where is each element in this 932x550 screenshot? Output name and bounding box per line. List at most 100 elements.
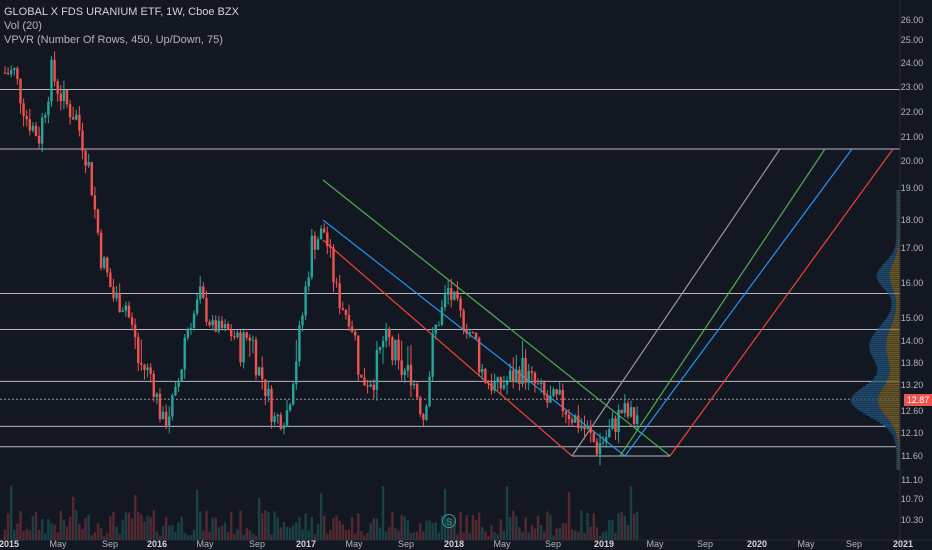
- profile-bar-up: [886, 260, 894, 262]
- profile-bar-down: [892, 424, 900, 426]
- profile-bar-up: [892, 434, 897, 436]
- symbol-title[interactable]: GLOBAL X FDS URANIUM ETF, 1W, Cboe BZX: [4, 6, 239, 18]
- profile-bar-down: [884, 384, 900, 386]
- profile-bar-up: [893, 436, 897, 438]
- volume-bar: [499, 519, 503, 540]
- candle-body: [307, 277, 310, 287]
- candle-body: [183, 337, 186, 370]
- profile-bar-down: [878, 404, 900, 406]
- volume-bar: [78, 523, 81, 540]
- profile-bar-up: [859, 410, 882, 412]
- fan-line-blue[interactable]: [624, 148, 853, 457]
- profile-bar-up: [895, 444, 899, 446]
- volume-bar: [155, 531, 159, 540]
- profile-bar-up: [879, 422, 891, 424]
- candle-body: [419, 397, 422, 415]
- candle-body: [68, 104, 72, 118]
- channel-line-blue[interactable]: [322, 219, 626, 457]
- candle-body: [75, 114, 78, 120]
- profile-bar-up: [896, 210, 899, 212]
- profile-bar-up: [895, 244, 898, 246]
- candle-body: [261, 367, 264, 380]
- fan-line-green[interactable]: [619, 148, 826, 457]
- channel-line-red[interactable]: [322, 239, 573, 457]
- candle-body: [577, 415, 580, 429]
- volume-bar: [459, 512, 462, 540]
- candle-body: [369, 384, 372, 387]
- profile-bar-down: [878, 396, 900, 398]
- candle-body: [50, 59, 53, 102]
- profile-bar-down: [889, 364, 900, 366]
- volume-bar: [124, 512, 128, 540]
- candle-body: [34, 125, 38, 136]
- candle-body: [471, 332, 475, 334]
- profile-bar-down: [886, 380, 900, 382]
- fan-line-gray[interactable]: [571, 148, 781, 457]
- candle-body: [508, 370, 512, 381]
- volume-bar: [456, 534, 459, 540]
- candle-body: [168, 416, 171, 427]
- profile-bar-up: [896, 200, 899, 202]
- candle-body: [273, 416, 276, 422]
- volume-bar: [611, 520, 614, 540]
- profile-bar-down: [898, 468, 900, 470]
- profile-bar-up: [891, 254, 897, 256]
- profile-bar-up: [876, 274, 890, 276]
- profile-bar-down: [895, 432, 900, 434]
- channel-line-green[interactable]: [322, 179, 671, 457]
- candle-body: [236, 332, 239, 338]
- volume-bar: [505, 486, 509, 540]
- vpvr-indicator-label[interactable]: VPVR (Number Of Rows, 450, Up/Down, 75): [4, 34, 223, 46]
- candle-body: [130, 317, 134, 325]
- profile-bar-down: [898, 206, 900, 208]
- volume-bar: [574, 530, 577, 540]
- profile-bar-up: [879, 268, 891, 270]
- profile-bar-down: [894, 258, 900, 260]
- candle-body: [96, 209, 100, 233]
- candle-body: [487, 382, 490, 384]
- profile-bar-up: [871, 380, 887, 382]
- candle-body: [254, 339, 258, 376]
- profile-bar-down: [880, 408, 900, 410]
- fan-line-red[interactable]: [669, 148, 894, 457]
- candle-body: [512, 370, 515, 382]
- profile-bar-down: [893, 318, 900, 320]
- candle-body: [403, 370, 406, 376]
- candle-body: [574, 415, 577, 423]
- candle-body: [564, 411, 568, 415]
- volume-bar: [468, 533, 472, 540]
- candle-body: [456, 291, 459, 299]
- profile-bar-up: [868, 382, 886, 384]
- candle-body: [595, 441, 599, 455]
- candle-body: [171, 395, 174, 417]
- profile-bar-up: [876, 420, 890, 422]
- volume-bar: [543, 531, 546, 540]
- profile-bar-up: [851, 398, 878, 400]
- profile-bar-up: [896, 456, 899, 458]
- profile-bar-down: [886, 348, 900, 350]
- candle-body: [202, 286, 205, 299]
- volume-bar: [22, 531, 25, 540]
- volume-indicator-label[interactable]: Vol (20): [4, 20, 42, 32]
- volume-bar: [440, 515, 444, 540]
- drawing-tools[interactable]: [322, 148, 894, 457]
- candle-body: [71, 117, 75, 120]
- split-marker-icon[interactable]: S: [442, 514, 456, 528]
- profile-bar-down: [898, 228, 900, 230]
- profile-bar-down: [898, 224, 900, 226]
- profile-bar-down: [898, 232, 900, 234]
- profile-bar-up: [877, 328, 890, 330]
- volume-bar: [168, 525, 171, 540]
- profile-bar-up: [889, 312, 896, 314]
- time-tick-label: May: [345, 539, 363, 549]
- candle-body: [316, 239, 320, 250]
- profile-bar-up: [894, 248, 898, 250]
- profile-bar-down: [891, 324, 900, 326]
- profile-bar-down: [895, 294, 900, 296]
- profile-bar-up: [869, 344, 887, 346]
- volume-bar: [617, 513, 620, 540]
- candle-body: [384, 328, 388, 341]
- candle-body: [434, 324, 437, 334]
- profile-bar-up: [851, 396, 879, 398]
